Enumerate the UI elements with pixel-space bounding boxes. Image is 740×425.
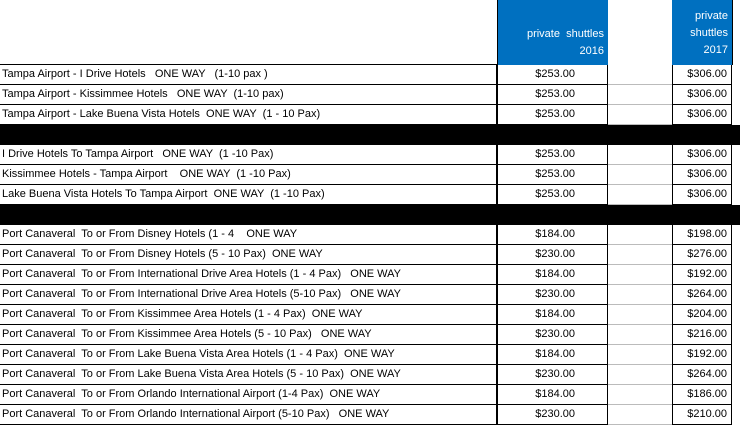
price-cell: $306.00 xyxy=(672,145,732,165)
route-cell: Port Canaveral To or From International … xyxy=(0,265,497,285)
empty-cell xyxy=(608,105,672,125)
header-text: shuttles xyxy=(690,27,728,39)
empty-cell xyxy=(608,225,672,245)
price-cell: $230.00 xyxy=(497,405,608,425)
route-cell: Port Canaveral To or From Kissimmee Area… xyxy=(0,305,497,325)
route-cell: Tampa Airport - I Drive Hotels ONE WAY (… xyxy=(0,65,497,85)
header-text: 2016 xyxy=(579,45,604,57)
price-cell: $306.00 xyxy=(672,165,732,185)
empty-cell xyxy=(608,405,672,425)
price-cell: $204.00 xyxy=(672,305,732,325)
price-cell: $198.00 xyxy=(672,225,732,245)
rule xyxy=(732,0,733,65)
route-cell: Kissimmee Hotels - Tampa Airport ONE WAY… xyxy=(0,165,497,185)
price-cell: $264.00 xyxy=(672,285,732,305)
empty-cell xyxy=(608,305,672,325)
route-cell: Lake Buena Vista Hotels To Tampa Airport… xyxy=(0,185,497,205)
price-cell: $216.00 xyxy=(672,325,732,345)
empty-cell xyxy=(608,65,672,85)
price-cell: $276.00 xyxy=(672,245,732,265)
route-cell: Tampa Airport - Kissimmee Hotels ONE WAY… xyxy=(0,85,497,105)
rule xyxy=(0,64,497,65)
price-cell: $306.00 xyxy=(672,105,732,125)
price-cell: $184.00 xyxy=(497,225,608,245)
price-cell: $192.00 xyxy=(672,265,732,285)
price-cell: $184.00 xyxy=(497,385,608,405)
price-cell: $253.00 xyxy=(497,65,608,85)
route-cell: I Drive Hotels To Tampa Airport ONE WAY … xyxy=(0,145,497,165)
empty-cell xyxy=(608,385,672,405)
route-cell: Port Canaveral To or From International … xyxy=(0,285,497,305)
route-cell: Port Canaveral To or From Disney Hotels … xyxy=(0,245,497,265)
separator xyxy=(0,125,740,145)
header-text: 2017 xyxy=(703,44,728,56)
separator xyxy=(0,205,740,225)
empty-cell xyxy=(608,285,672,305)
price-cell: $253.00 xyxy=(497,105,608,125)
route-cell: Port Canaveral To or From Orlando Intern… xyxy=(0,405,497,425)
header-2016: private shuttles 2016 xyxy=(497,0,608,65)
price-cell: $253.00 xyxy=(497,85,608,105)
route-cell: Port Canaveral To or From Disney Hotels … xyxy=(0,225,497,245)
price-cell: $230.00 xyxy=(497,365,608,385)
price-cell: $306.00 xyxy=(672,65,732,85)
price-cell: $192.00 xyxy=(672,345,732,365)
price-cell: $306.00 xyxy=(672,185,732,205)
price-cell: $253.00 xyxy=(497,145,608,165)
price-cell: $210.00 xyxy=(672,405,732,425)
header-text: private shuttles xyxy=(526,28,604,40)
header-2017: private shuttles 2017 xyxy=(672,0,732,65)
price-cell: $184.00 xyxy=(497,305,608,325)
empty-cell xyxy=(608,85,672,105)
rule xyxy=(497,0,498,65)
empty-cell xyxy=(608,365,672,385)
route-cell: Tampa Airport - Lake Buena Vista Hotels … xyxy=(0,105,497,125)
route-cell: Port Canaveral To or From Lake Buena Vis… xyxy=(0,365,497,385)
empty-cell xyxy=(608,165,672,185)
empty-cell xyxy=(608,245,672,265)
price-cell: $264.00 xyxy=(672,365,732,385)
price-cell: $186.00 xyxy=(672,385,732,405)
price-cell: $230.00 xyxy=(497,245,608,265)
price-cell: $253.00 xyxy=(497,185,608,205)
header-text: private xyxy=(694,10,728,22)
price-cell: $184.00 xyxy=(497,265,608,285)
empty-cell xyxy=(608,145,672,165)
price-cell: $230.00 xyxy=(497,285,608,305)
route-cell: Port Canaveral To or From Kissimmee Area… xyxy=(0,325,497,345)
empty-cell xyxy=(608,345,672,365)
price-cell: $230.00 xyxy=(497,325,608,345)
price-cell: $184.00 xyxy=(497,345,608,365)
empty-cell xyxy=(608,185,672,205)
empty-cell xyxy=(608,265,672,285)
price-cell: $306.00 xyxy=(672,85,732,105)
empty-cell xyxy=(608,325,672,345)
route-cell: Port Canaveral To or From Lake Buena Vis… xyxy=(0,345,497,365)
price-cell: $253.00 xyxy=(497,165,608,185)
route-cell: Port Canaveral To or From Orlando Intern… xyxy=(0,385,497,405)
